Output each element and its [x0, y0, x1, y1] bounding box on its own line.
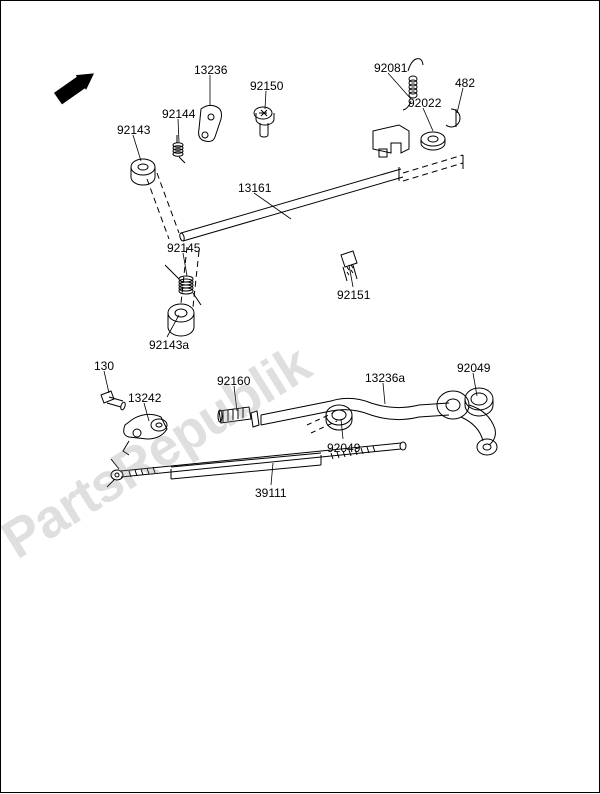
label-92160: 92160 — [217, 374, 250, 388]
part-92022 — [421, 132, 445, 150]
label-130: 130 — [94, 359, 114, 373]
label-92143: 92143 — [117, 123, 150, 137]
part-39111 — [107, 442, 406, 487]
label-92150: 92150 — [250, 79, 283, 93]
label-482: 482 — [455, 76, 475, 90]
label-92022: 92022 — [408, 96, 441, 110]
label-13161: 13161 — [238, 181, 271, 195]
label-92145: 92145 — [167, 241, 200, 255]
label-13242: 13242 — [128, 391, 161, 405]
part-92049-lower — [326, 405, 352, 430]
part-92143 — [131, 159, 155, 185]
part-92151 — [341, 251, 357, 281]
diagram-svg — [1, 1, 600, 794]
part-92143a — [168, 304, 194, 336]
part-13242 — [123, 414, 167, 455]
part-482 — [446, 109, 460, 127]
part-92150 — [254, 107, 274, 137]
label-92049b: 92049 — [327, 441, 360, 455]
label-92143a: 92143a — [149, 338, 189, 352]
direction-arrow — [53, 66, 99, 106]
label-92049: 92049 — [457, 361, 490, 375]
label-92081: 92081 — [374, 61, 407, 75]
label-92144: 92144 — [162, 107, 195, 121]
part-92049-right — [465, 388, 493, 416]
label-13236: 13236 — [194, 63, 227, 77]
label-13236a: 13236a — [365, 371, 405, 385]
part-130 — [101, 391, 126, 410]
label-39111: 39111 — [255, 486, 287, 500]
part-92160 — [218, 407, 251, 423]
part-13161 — [179, 125, 463, 241]
parts-diagram: PartsRepublik 13236 92150 92081 482 9202… — [1, 1, 599, 792]
label-92151: 92151 — [337, 288, 370, 302]
part-13236 — [199, 105, 222, 141]
